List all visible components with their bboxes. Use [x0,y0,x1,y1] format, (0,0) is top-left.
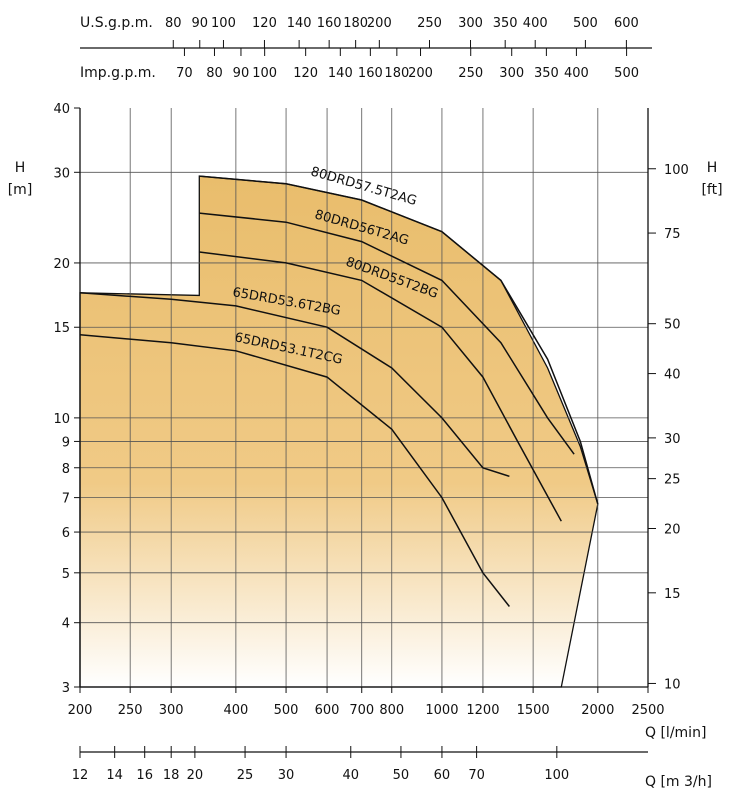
x-tick-label-9: 1200 [466,703,499,718]
usgpm-tick-label-5: 160 [317,16,342,31]
impgpm-tick-label-11: 350 [534,66,559,81]
usgpm-tick-label-2: 100 [211,16,236,31]
x-tick-label-2: 300 [159,703,184,718]
y-tick-label-6: 9 [62,435,70,450]
usgpm-tick-label-8: 250 [417,16,442,31]
m3h-tick-label-9: 60 [434,768,451,783]
m3h-tick-label-2: 16 [136,768,153,783]
impgpm-tick-label-2: 90 [233,66,250,81]
ft-tick-label-5: 40 [664,368,681,383]
y-tick-label-8: 15 [53,321,70,336]
impgpm-tick-label-4: 120 [293,66,318,81]
ft-tick-label-6: 50 [664,318,681,333]
y-tick-label-2: 5 [62,567,70,582]
grid [80,108,648,687]
y-axis-label-right: H [ft] [701,160,722,198]
x-tick-label-7: 800 [379,703,404,718]
ft-tick-label-3: 25 [664,473,681,488]
usgpm-tick-label-3: 120 [252,16,277,31]
impgpm-tick-label-9: 250 [458,66,483,81]
usgpm-tick-label-13: 600 [614,16,639,31]
m3h-tick-label-10: 70 [468,768,485,783]
ft-tick-label-2: 20 [664,523,681,538]
impgpm-tick-label-7: 180 [384,66,409,81]
x-axis-label: Q [l/min] [645,725,706,741]
x-tick-label-6: 700 [349,703,374,718]
m3h-tick-label-6: 30 [278,768,295,783]
usgpm-tick-label-11: 400 [523,16,548,31]
usgpm-label: U.S.g.p.m. [80,15,153,31]
y-tick-label-11: 40 [53,102,70,117]
y-tick-label-0: 3 [62,681,70,696]
y-tick-label-7: 10 [53,412,70,427]
m3h-tick-label-7: 40 [342,768,359,783]
impgpm-tick-label-10: 300 [499,66,524,81]
m3h-tick-label-8: 50 [393,768,410,783]
m3h-tick-label-0: 12 [72,768,89,783]
ft-tick-label-8: 100 [664,163,689,178]
series-line-0 [199,175,599,505]
y-axis-label-left: H [m] [8,160,33,198]
y-tick-label-10: 30 [53,166,70,181]
x-tick-label-3: 400 [223,703,248,718]
series-line-4 [79,334,510,607]
usgpm-tick-label-10: 350 [493,16,518,31]
impgpm-tick-label-1: 80 [206,66,223,81]
usgpm-tick-label-1: 90 [191,16,208,31]
series-line-1 [199,212,575,455]
series-line-2 [199,251,562,522]
m3h-tick-label-5: 25 [237,768,254,783]
ft-tick-label-4: 30 [664,432,681,447]
y-tick-label-4: 7 [62,492,70,507]
m3h-tick-label-1: 14 [106,768,123,783]
impgpm-tick-label-5: 140 [328,66,353,81]
m3h-tick-label-11: 100 [544,768,569,783]
x-tick-label-0: 200 [68,703,93,718]
impgpm-tick-label-12: 400 [564,66,589,81]
usgpm-tick-label-0: 80 [165,16,182,31]
m3h-tick-label-3: 18 [163,768,180,783]
y-tick-label-9: 20 [53,257,70,272]
impgpm-tick-label-8: 200 [408,66,433,81]
x-tick-label-11: 2000 [581,703,614,718]
plot-area: 80DRD57.5T2AG80DRD56T2AG80DRD55T2BG65DRD… [79,108,649,688]
y-tick-label-1: 4 [62,617,70,632]
x-tick-label-8: 1000 [425,703,458,718]
m3h-axis: 12 14 16 18 20 25 30 40 50 60 70 100 Q [m 3/h] [72,746,712,790]
impgpm-tick-label-3: 100 [252,66,277,81]
usgpm-tick-label-9: 300 [458,16,483,31]
m3h-axis-label: Q [m 3/h] [645,774,712,790]
ft-tick-label-7: 75 [664,227,681,242]
m3h-tick-label-4: 20 [187,768,204,783]
x-tick-label-10: 1500 [517,703,550,718]
series-line-3 [79,292,510,478]
x-tick-label-4: 500 [274,703,299,718]
ft-tick-label-0: 10 [664,677,681,692]
usgpm-tick-label-6: 180 [343,16,368,31]
usgpm-tick-label-12: 500 [573,16,598,31]
y-tick-label-3: 6 [62,526,70,541]
x-tick-label-12: 2500 [631,703,664,718]
y-tick-label-5: 8 [62,462,70,477]
ft-tick-label-1: 15 [664,587,681,602]
usgpm-tick-label-7: 200 [367,16,392,31]
x-tick-label-1: 250 [118,703,143,718]
impgpm-label: Imp.g.p.m. [80,65,156,81]
impgpm-tick-label-0: 70 [176,66,193,81]
impgpm-tick-label-13: 500 [614,66,639,81]
x-tick-label-5: 600 [315,703,340,718]
impgpm-tick-label-6: 160 [358,66,383,81]
operating-region [79,175,599,688]
usgpm-tick-label-4: 140 [287,16,312,31]
